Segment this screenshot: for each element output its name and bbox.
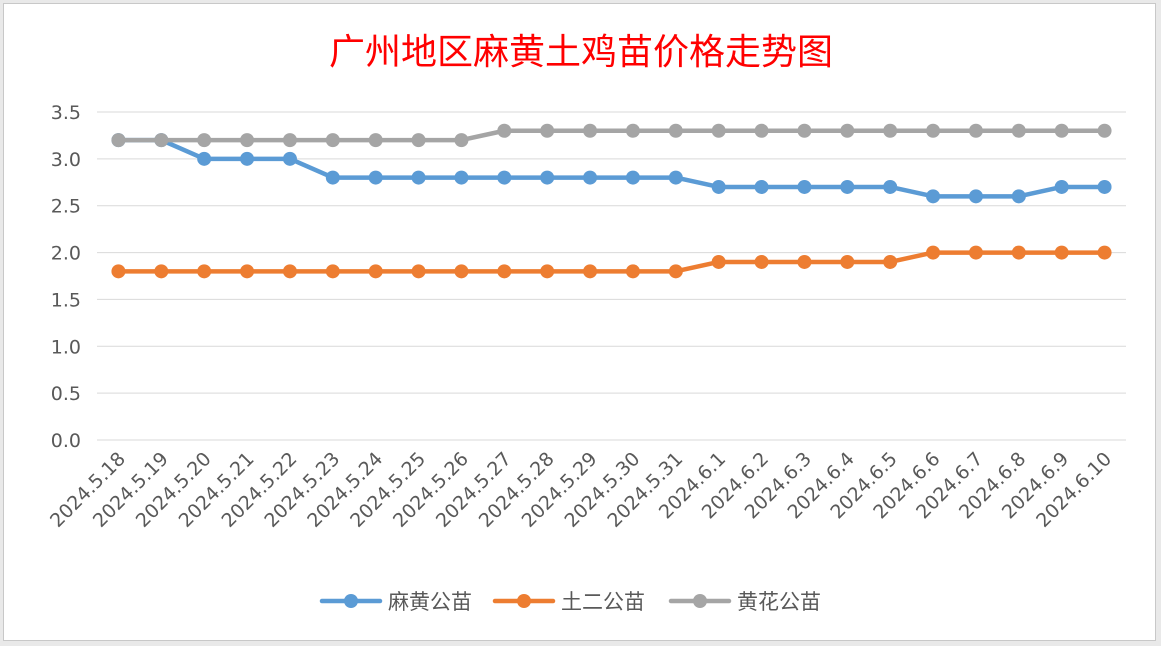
data-point xyxy=(754,123,769,138)
data-point xyxy=(668,170,683,185)
data-point xyxy=(840,123,855,138)
data-point xyxy=(840,179,855,194)
data-point xyxy=(797,123,812,138)
data-point xyxy=(968,123,983,138)
y-tick-label: 3.0 xyxy=(51,149,81,171)
data-point xyxy=(968,189,983,204)
data-point xyxy=(540,123,555,138)
data-point xyxy=(325,264,340,279)
data-point xyxy=(625,123,640,138)
chart-area: 广州地区麻黄土鸡苗价格走势图 0.0 0.5 1.0 1.5 2.0 2.5 3.0 3.5 … xyxy=(3,3,1156,641)
data-point xyxy=(454,170,469,185)
data-point xyxy=(197,151,212,166)
data-point xyxy=(1011,245,1026,260)
series-line xyxy=(116,137,1107,199)
legend-marker xyxy=(693,594,707,608)
data-point xyxy=(926,123,941,138)
data-point xyxy=(797,254,812,269)
data-point xyxy=(540,170,555,185)
data-point xyxy=(754,179,769,194)
y-tick-label: 3.5 xyxy=(51,102,81,124)
data-point xyxy=(282,133,297,148)
data-point xyxy=(797,179,812,194)
y-tick-label: 1.0 xyxy=(51,336,81,358)
data-point xyxy=(1097,245,1112,260)
data-point xyxy=(1054,179,1069,194)
data-point xyxy=(625,264,640,279)
data-point xyxy=(454,133,469,148)
y-tick-label: 2.0 xyxy=(51,243,81,265)
data-point xyxy=(1054,123,1069,138)
data-point xyxy=(368,170,383,185)
data-point xyxy=(154,133,169,148)
data-point xyxy=(197,133,212,148)
data-point xyxy=(711,254,726,269)
data-point xyxy=(711,123,726,138)
data-point xyxy=(840,254,855,269)
legend-marker xyxy=(517,594,531,608)
data-point xyxy=(926,245,941,260)
chart-title: 广州地区麻黄土鸡苗价格走势图 xyxy=(329,32,833,73)
line-chart: 广州地区麻黄土鸡苗价格走势图 0.00.51.01.52.02.53.03.5 … xyxy=(46,32,1126,614)
data-point xyxy=(497,264,512,279)
series-line xyxy=(116,250,1107,274)
y-axis: 0.0 0.5 1.0 1.5 2.0 2.5 3.0 3.5 xyxy=(51,102,81,452)
data-point xyxy=(883,179,898,194)
data-point xyxy=(325,170,340,185)
data-point xyxy=(497,123,512,138)
data-point xyxy=(240,151,255,166)
data-point xyxy=(711,179,726,194)
series-group xyxy=(111,123,1112,279)
data-point xyxy=(668,264,683,279)
data-point xyxy=(1054,245,1069,260)
data-point xyxy=(197,264,212,279)
data-point xyxy=(411,170,426,185)
data-point xyxy=(540,264,555,279)
legend-label: 麻黄公苗 xyxy=(388,590,472,614)
y-tick-label: 1.5 xyxy=(51,289,81,311)
data-point xyxy=(668,123,683,138)
data-point xyxy=(325,133,340,148)
data-point xyxy=(583,170,598,185)
data-point xyxy=(497,170,512,185)
data-point xyxy=(968,245,983,260)
data-point xyxy=(1011,123,1026,138)
data-point xyxy=(411,133,426,148)
data-point xyxy=(411,264,426,279)
legend: 麻黄公苗 土二公苗 黄花公苗 xyxy=(319,590,821,614)
data-point xyxy=(883,123,898,138)
y-tick-label: 0.5 xyxy=(51,383,81,405)
data-point xyxy=(583,264,598,279)
data-point xyxy=(583,123,598,138)
x-axis: 2024.5.182024.5.192024.5.202024.5.212024… xyxy=(46,448,1116,532)
data-point xyxy=(1097,179,1112,194)
legend-label: 土二公苗 xyxy=(561,590,645,614)
data-point xyxy=(454,264,469,279)
data-point xyxy=(282,151,297,166)
legend-label: 黄花公苗 xyxy=(737,590,821,614)
series-line xyxy=(116,128,1107,143)
data-point xyxy=(111,133,126,148)
data-point xyxy=(240,264,255,279)
data-point xyxy=(111,264,126,279)
data-point xyxy=(926,189,941,204)
data-point xyxy=(368,133,383,148)
data-point xyxy=(754,254,769,269)
y-tick-label: 2.5 xyxy=(51,196,81,218)
data-point xyxy=(368,264,383,279)
data-point xyxy=(240,133,255,148)
data-point xyxy=(1097,123,1112,138)
data-point xyxy=(154,264,169,279)
legend-marker xyxy=(344,594,358,608)
y-tick-label: 0.0 xyxy=(51,430,81,452)
data-point xyxy=(625,170,640,185)
data-point xyxy=(1011,189,1026,204)
data-point xyxy=(883,254,898,269)
data-point xyxy=(282,264,297,279)
